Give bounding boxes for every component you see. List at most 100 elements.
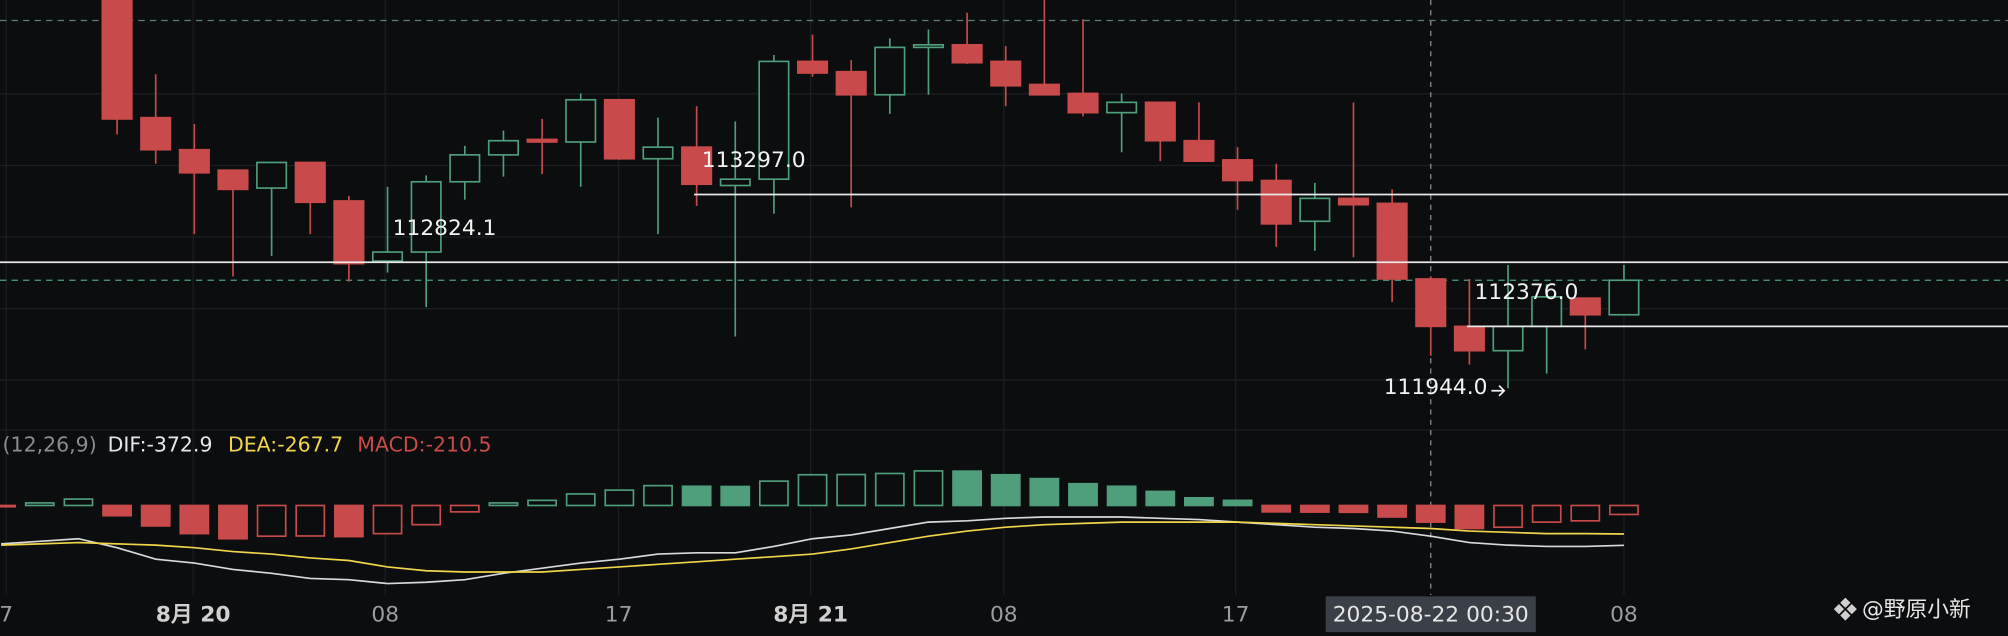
macd-bar — [0, 504, 17, 508]
macd-bar — [1068, 482, 1098, 507]
macd-bar — [372, 504, 403, 535]
macd-bar — [1415, 504, 1446, 523]
crosshair-label-box — [1325, 596, 1536, 633]
candle-body — [178, 148, 210, 174]
macd-line — [1, 521, 1624, 573]
candle-body — [101, 0, 133, 120]
candle-body — [874, 46, 906, 96]
macd-bar — [1029, 477, 1060, 507]
candle-body — [681, 146, 713, 186]
candle-body — [796, 60, 829, 74]
candle-body — [1106, 101, 1138, 114]
low-label: 111944.0 — [1384, 375, 1488, 400]
x-tick-label: 7 — [0, 603, 13, 628]
macd-pane: (12,26,9) DIF:-372.9 DEA:-267.7 MACD:-210.5 — [0, 432, 1639, 585]
macd-bar — [333, 504, 364, 538]
candle-body — [1028, 83, 1060, 96]
candle-body — [1415, 278, 1447, 328]
price-pane: 113297.0 112824.1 112376.0 111944.0 — [0, 0, 2008, 400]
candle-body — [719, 178, 751, 187]
x-tick-label: 8月 20 — [156, 603, 231, 628]
candle-body — [333, 200, 365, 265]
macd-bar — [1261, 504, 1292, 513]
macd-bar — [604, 489, 635, 507]
macd-bar — [24, 502, 55, 507]
macd-bar — [913, 470, 944, 507]
candle-body — [371, 251, 404, 262]
watermark: @野原小新 — [1833, 597, 1971, 622]
crosshair-label: 2025-08-22 00:30 — [1333, 603, 1529, 628]
candle-body — [1067, 92, 1099, 114]
candle-body — [526, 138, 558, 143]
candle-body — [1144, 101, 1176, 142]
macd-bar — [758, 480, 789, 507]
candle-body — [912, 43, 945, 49]
macd-bar — [1145, 490, 1176, 507]
macd-bar — [488, 502, 519, 507]
x-tick-label: 08 — [371, 603, 399, 628]
macd-bar — [1106, 485, 1137, 507]
macd-bar — [1570, 504, 1601, 522]
macd-bar — [565, 493, 596, 507]
candle-body — [1260, 179, 1292, 225]
macd-line — [1, 516, 1624, 585]
macd-bar — [681, 485, 712, 507]
watermark-icon — [1833, 597, 1857, 621]
macd-bar — [411, 504, 442, 526]
x-tick-label: 17 — [605, 603, 633, 628]
macd-bar — [836, 473, 867, 507]
macd-bar — [720, 485, 751, 507]
candle-body — [758, 60, 790, 181]
macd-bar — [1338, 504, 1369, 514]
candle-body — [1299, 197, 1331, 223]
macd-bar — [1377, 504, 1408, 518]
macd-bar — [1531, 504, 1562, 523]
x-tick-label: 17 — [1222, 603, 1250, 628]
macd-bar — [1609, 504, 1639, 516]
macd-bar — [1299, 504, 1330, 513]
candle-body — [487, 139, 520, 156]
candle-body — [603, 98, 635, 160]
macd-bar — [874, 472, 905, 507]
level-label: 112376.0 — [1475, 280, 1579, 305]
x-tick-label: 08 — [990, 603, 1018, 628]
macd-legend: DIF:-372.9 — [108, 432, 213, 456]
macd-bar — [256, 504, 287, 538]
candle-body — [256, 161, 288, 189]
macd-bar — [797, 473, 828, 507]
candle-body — [835, 70, 867, 96]
macd-bar — [449, 504, 480, 513]
x-tick-label: 8月 21 — [773, 603, 848, 628]
candle-body — [294, 161, 326, 204]
candle-body — [1492, 325, 1524, 352]
macd-bar — [643, 484, 673, 507]
macd-bar — [1493, 504, 1523, 529]
macd-bar — [1222, 499, 1253, 507]
candle-body — [1222, 159, 1254, 182]
macd-bar — [140, 504, 171, 527]
time-axis: 7 8月 20 08 17 8月 21 08 17 08 2025-08-22 00:30 — [0, 596, 1638, 633]
candle-body — [1376, 202, 1408, 280]
candle-body — [140, 116, 172, 151]
candle-body — [1453, 325, 1485, 352]
candle-body — [1569, 297, 1601, 316]
macd-legend: MACD:-210.5 — [357, 432, 491, 456]
macd-legend: DEA:-267.7 — [228, 432, 343, 456]
macd-bar — [1454, 504, 1485, 530]
macd-bar — [527, 499, 558, 507]
candle-body — [1337, 197, 1370, 206]
macd-bar — [63, 498, 94, 507]
macd-bar — [179, 504, 210, 535]
candle-body — [990, 60, 1022, 87]
low-arrow — [1491, 385, 1506, 397]
macd-bar — [952, 470, 983, 507]
macd-bar — [295, 504, 326, 537]
macd-bar — [102, 504, 132, 517]
level-label: 113297.0 — [702, 148, 806, 173]
candle-body — [217, 169, 249, 191]
watermark-text: @野原小新 — [1862, 597, 1971, 622]
x-tick-label: 08 — [1610, 603, 1638, 628]
candle-body — [1608, 279, 1640, 316]
candle-body — [951, 43, 983, 64]
